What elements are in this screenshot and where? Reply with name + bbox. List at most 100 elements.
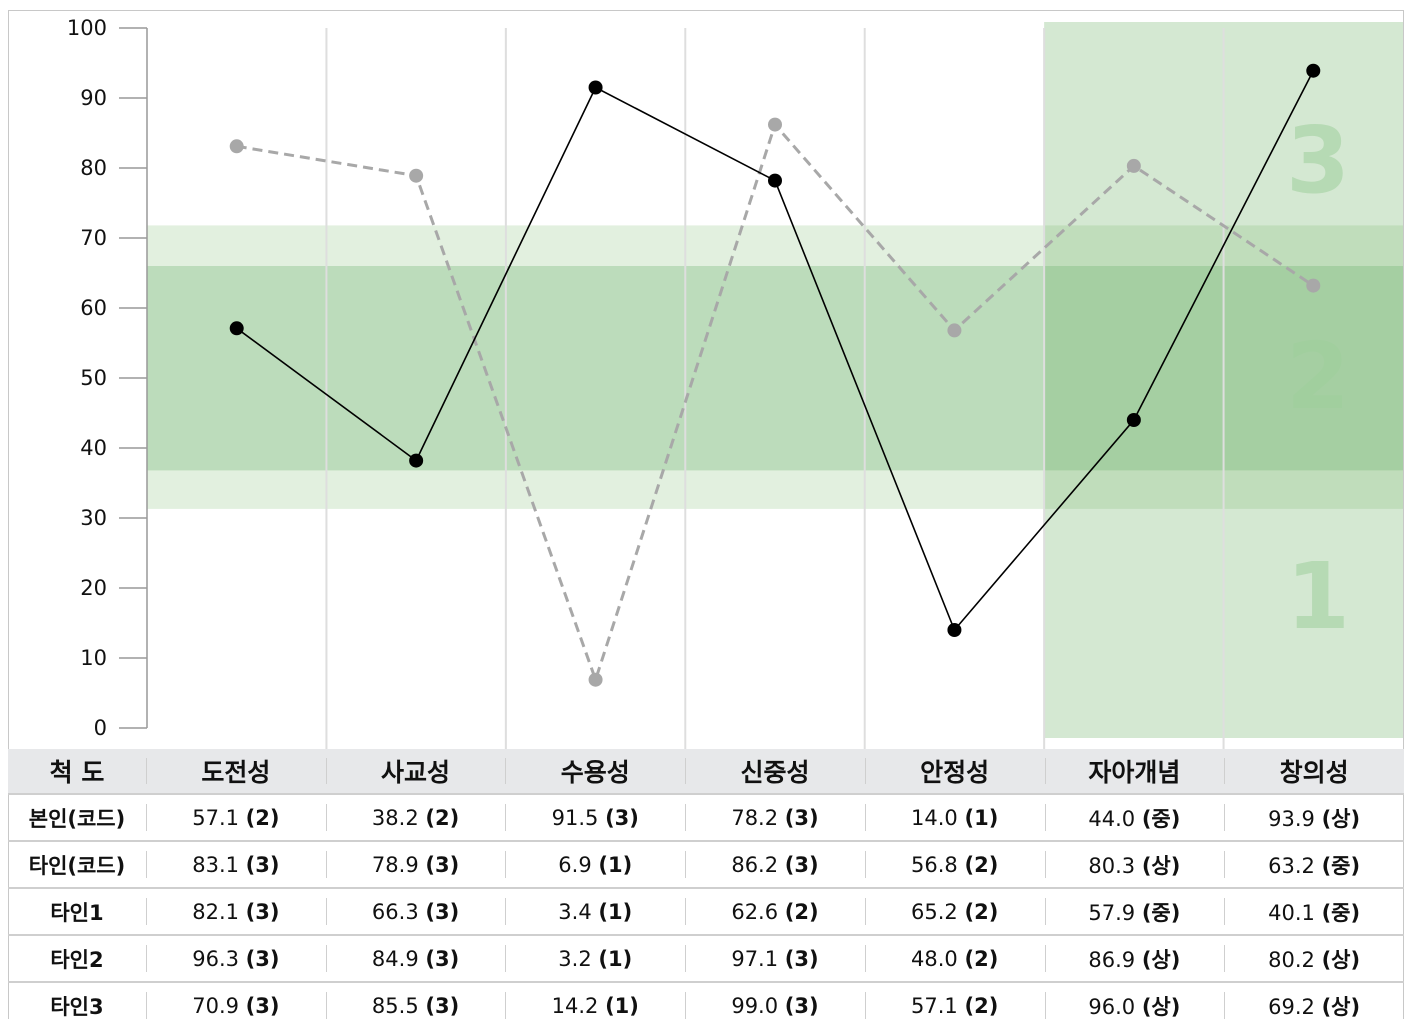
cell-level: (3) xyxy=(245,993,280,1018)
highlight-column-6 xyxy=(1044,22,1224,738)
cell-level: (1) xyxy=(598,899,633,924)
header-label: 척 도 xyxy=(8,749,146,794)
column-header: 창의성 xyxy=(1224,749,1404,794)
table-cell: 62.6 (2) xyxy=(685,887,865,935)
cell-score: 63.2 xyxy=(1268,853,1315,878)
table-body: 본인(코드) 57.1 (2) 38.2 (2) 91.5 (3) 78.2 (3) 14… xyxy=(8,793,1404,1028)
column-header: 자아개념 xyxy=(1044,749,1225,794)
cell-score: 80.3 xyxy=(1088,853,1136,878)
cell-score: 78.2 xyxy=(731,805,779,830)
cell-score: 69.2 xyxy=(1268,994,1315,1019)
table-cell: 69.2 (상) xyxy=(1224,981,1404,1028)
y-tick-label-30: 30 xyxy=(80,506,107,530)
cell-level: (1) xyxy=(598,852,633,877)
chart-frame xyxy=(8,10,1404,1019)
table-cell: 65.2 (2) xyxy=(864,887,1045,935)
cell-level: (중) xyxy=(1321,853,1361,878)
cell-score: 6.9 xyxy=(558,852,592,877)
cell-level: (상) xyxy=(1141,947,1181,972)
y-tick-label-60: 60 xyxy=(80,296,107,320)
row-label: 타인(코드) xyxy=(8,840,146,888)
cell-score: 48.0 xyxy=(911,946,958,971)
cell-level: (1) xyxy=(598,946,633,971)
table-row: 타인1 82.1 (3) 66.3 (3) 3.4 (1) 62.6 (2) 65.2 (… xyxy=(8,887,1404,935)
cell-score: 96.0 xyxy=(1088,994,1136,1019)
cell-level: (2) xyxy=(964,993,999,1018)
series-1-point-4 xyxy=(768,173,782,188)
table-cell: 97.1 (3) xyxy=(685,934,865,982)
table-cell: 70.9 (3) xyxy=(146,981,326,1028)
table-row: 타인2 96.3 (3) 84.9 (3) 3.2 (1) 97.1 (3) 48.0 (… xyxy=(8,934,1404,982)
cell-score: 82.1 xyxy=(192,899,239,924)
table-cell: 91.5 (3) xyxy=(505,793,686,841)
cell-level: (상) xyxy=(1321,994,1361,1019)
table-cell: 57.9 (중) xyxy=(1044,887,1225,935)
cell-level: (3) xyxy=(605,805,639,830)
y-tick-label-90: 90 xyxy=(80,86,107,110)
cell-level: (3) xyxy=(425,946,460,971)
cell-score: 14.0 xyxy=(911,805,958,830)
column-header: 신중성 xyxy=(685,749,865,794)
series-2-point-7 xyxy=(1306,278,1321,293)
cell-level: (3) xyxy=(245,946,280,971)
table-cell: 85.5 (3) xyxy=(325,981,506,1028)
cell-score: 83.1 xyxy=(192,852,239,877)
cell-level: (2) xyxy=(964,899,999,924)
cell-score: 93.9 xyxy=(1268,806,1315,831)
cell-score: 57.9 xyxy=(1088,900,1136,925)
series-1-point-6 xyxy=(1126,413,1141,427)
y-tick-label-10: 10 xyxy=(80,646,107,670)
cell-score: 96.3 xyxy=(192,946,239,971)
table-row: 타인(코드) 83.1 (3) 78.9 (3) 6.9 (1) 86.2 (3) 56.… xyxy=(8,840,1404,888)
cell-score: 70.9 xyxy=(192,993,239,1018)
y-tick-label-40: 40 xyxy=(80,436,107,460)
series-2-point-1 xyxy=(229,139,244,154)
table-cell: 14.0 (1) xyxy=(864,793,1045,841)
table-row: 본인(코드) 57.1 (2) 38.2 (2) 91.5 (3) 78.2 (3) 14… xyxy=(8,793,1404,841)
table-cell: 78.2 (3) xyxy=(685,793,865,841)
cell-level: (3) xyxy=(784,805,819,830)
cell-score: 86.2 xyxy=(731,852,779,877)
table-cell: 82.1 (3) xyxy=(146,887,326,935)
table-cell: 3.4 (1) xyxy=(505,887,686,935)
table-header-row: 척 도 도전성 사교성 수용성 신중성 안정성 자아개념 창의성 xyxy=(8,749,1404,794)
cell-level: (2) xyxy=(425,805,460,830)
score-table: 척 도 도전성 사교성 수용성 신중성 안정성 자아개념 창의성 본인(코드) 57.1 (2… xyxy=(8,749,1404,1028)
row-label: 본인(코드) xyxy=(8,793,146,841)
series-1-point-3 xyxy=(588,80,603,95)
cell-level: (상) xyxy=(1141,994,1181,1019)
cell-score: 14.2 xyxy=(551,993,599,1018)
table-cell: 3.2 (1) xyxy=(505,934,686,982)
cell-score: 78.9 xyxy=(371,852,419,877)
column-header: 수용성 xyxy=(505,749,686,794)
y-tick-label-20: 20 xyxy=(80,576,107,600)
cell-level: (상) xyxy=(1321,806,1361,831)
cell-level: (3) xyxy=(784,946,819,971)
table-cell: 66.3 (3) xyxy=(325,887,506,935)
table-cell: 96.3 (3) xyxy=(146,934,326,982)
level-label-2: 2 xyxy=(1286,323,1350,430)
table-cell: 38.2 (2) xyxy=(325,793,506,841)
table-cell: 57.1 (2) xyxy=(864,981,1045,1028)
cell-level: (2) xyxy=(784,899,819,924)
table-cell: 86.2 (3) xyxy=(685,840,865,888)
cell-score: 57.1 xyxy=(911,993,958,1018)
series-1-point-5 xyxy=(947,623,962,637)
cell-level: (상) xyxy=(1321,947,1361,972)
series-2-point-6 xyxy=(1126,158,1141,173)
column-header: 사교성 xyxy=(325,749,506,794)
table-cell: 56.8 (2) xyxy=(864,840,1045,888)
cell-score: 57.1 xyxy=(192,805,239,830)
series-1-point-1 xyxy=(229,321,244,336)
table-cell: 48.0 (2) xyxy=(864,934,1045,982)
cell-level: (중) xyxy=(1141,806,1181,831)
cell-level: (중) xyxy=(1321,900,1361,925)
cell-level: (3) xyxy=(784,993,819,1018)
table-row: 타인3 70.9 (3) 85.5 (3) 14.2 (1) 99.0 (3) 57.1 … xyxy=(8,981,1404,1028)
cell-score: 40.1 xyxy=(1268,900,1315,925)
y-tick-label-70: 70 xyxy=(80,226,107,250)
cell-score: 86.9 xyxy=(1088,947,1136,972)
inner-band xyxy=(147,266,1403,471)
table-cell: 40.1 (중) xyxy=(1224,887,1404,935)
